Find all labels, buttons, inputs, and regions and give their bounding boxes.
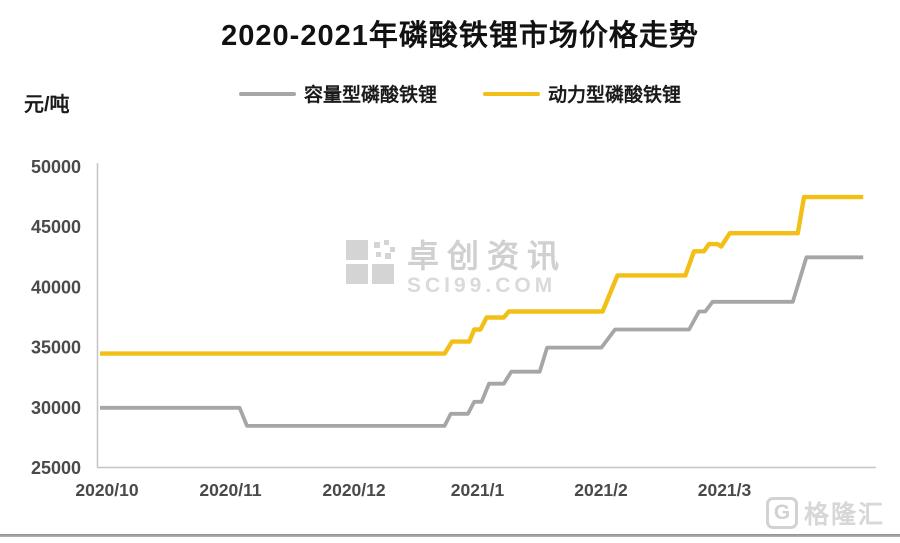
y-tick-label: 45000 xyxy=(31,217,81,237)
bottom-divider xyxy=(0,534,900,537)
capacity-series-swatch xyxy=(238,91,296,96)
capacity-series-label: 容量型磷酸铁锂 xyxy=(303,85,437,106)
x-tick-label: 2020/12 xyxy=(322,480,386,500)
x-tick-label: 2020/11 xyxy=(199,480,262,500)
gelonghui-logo: G 格隆汇 xyxy=(766,495,885,531)
series-line-capacity-type xyxy=(100,255,864,428)
y-tick-label: 30000 xyxy=(31,398,81,418)
x-tick-label: 2021/1 xyxy=(451,480,505,500)
y-tick-label: 35000 xyxy=(31,338,81,358)
y-tick-label: 50000 xyxy=(31,157,81,177)
chart-title: 2020-2021年磷酸铁锂市场价格走势 xyxy=(221,20,699,52)
power-series-label: 动力型磷酸铁锂 xyxy=(548,85,682,106)
gelonghui-icon: G xyxy=(766,497,798,529)
y-tick-label: 25000 xyxy=(31,458,81,478)
y-tick-label: 40000 xyxy=(31,277,81,297)
legend-item-power-type: 动力型磷酸铁锂 xyxy=(483,80,681,107)
x-tick-label: 2021/2 xyxy=(574,480,628,500)
legend-item-capacity-type: 容量型磷酸铁锂 xyxy=(238,80,437,107)
y-axis-unit-label: 元/吨 xyxy=(24,94,70,116)
power-series-swatch xyxy=(483,91,540,96)
series-line-power-type xyxy=(100,194,864,356)
gelonghui-text: 格隆汇 xyxy=(804,501,886,529)
x-tick-label: 2021/3 xyxy=(698,480,752,500)
x-tick-label: 2020/10 xyxy=(75,480,139,500)
chart-legend: 容量型磷酸铁锂 动力型磷酸铁锂 xyxy=(0,80,900,107)
